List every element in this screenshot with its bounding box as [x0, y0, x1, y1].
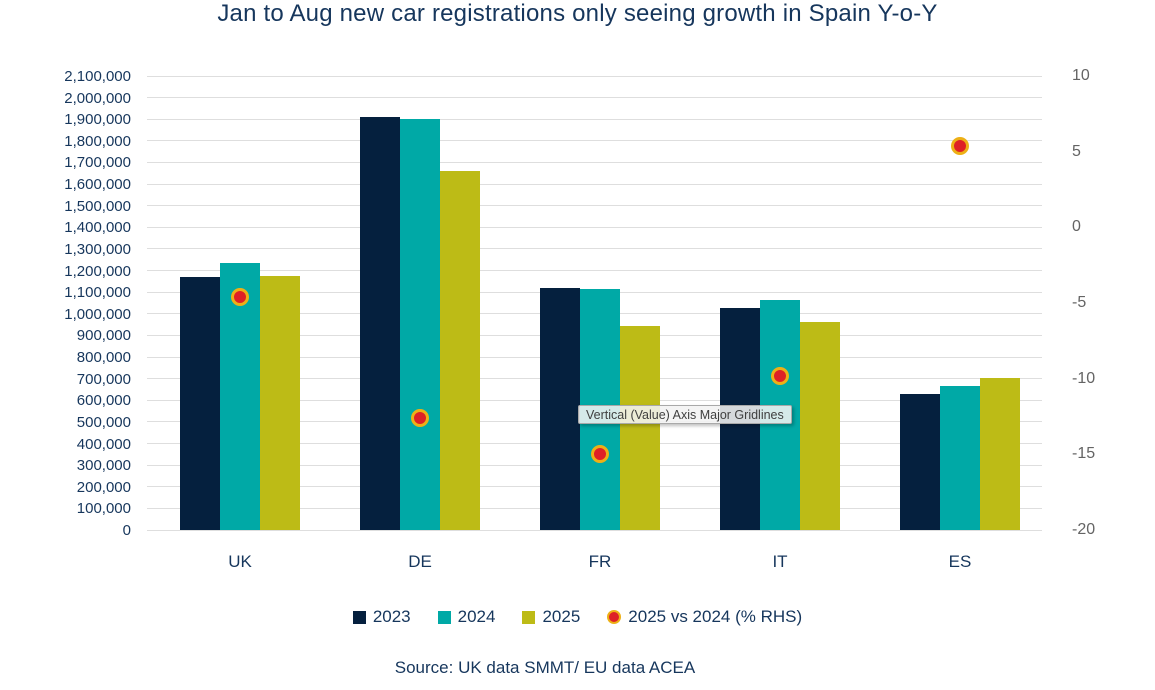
left-axis-tick-label[interactable]: 500,000	[76, 413, 131, 431]
value-axis-major-gridline[interactable]	[147, 183, 1042, 185]
left-axis-tick-label[interactable]: 100,000	[76, 500, 131, 518]
pct-dot-ES[interactable]	[951, 136, 969, 155]
bar-2024-DE[interactable]	[400, 119, 440, 530]
left-axis-tick-label[interactable]: 2,100,000	[64, 68, 131, 85]
bar-2024-UK[interactable]	[220, 263, 260, 530]
value-axis-major-gridline[interactable]	[147, 161, 1042, 163]
legend-label: 2025 vs 2024 (% RHS)	[628, 607, 803, 626]
left-axis-tick-label[interactable]: 600,000	[76, 392, 131, 410]
right-axis-tick-label[interactable]: -20	[1072, 521, 1096, 538]
legend-label: 2023	[372, 607, 411, 626]
value-axis-major-gridline[interactable]	[147, 529, 1042, 531]
right-axis-tick-label[interactable]: -5	[1072, 294, 1087, 311]
bar-2023-FR[interactable]	[540, 287, 580, 530]
right-axis-tick-label[interactable]: 0	[1072, 218, 1081, 236]
category-label-FR[interactable]: FR	[588, 552, 612, 571]
legend-item-2024[interactable]: 2024	[437, 607, 496, 627]
left-axis-tick-label[interactable]: 1,100,000	[64, 284, 131, 302]
legend-square-marker-icon	[352, 610, 366, 624]
left-axis-tick-label[interactable]: 700,000	[76, 370, 131, 388]
left-axis-tick-label[interactable]: 1,200,000	[64, 262, 131, 280]
right-axis-tick-label[interactable]: -10	[1072, 369, 1096, 387]
legend-square-marker-icon	[437, 610, 451, 624]
chart-title[interactable]: Jan to Aug new car registrations only se…	[217, 0, 938, 27]
legend-item-2023[interactable]: 2023	[352, 607, 411, 627]
pct-dot-FR[interactable]	[591, 445, 609, 464]
category-label-IT[interactable]: IT	[772, 552, 788, 571]
value-axis-major-gridline[interactable]	[147, 270, 1042, 272]
bar-2025-UK[interactable]	[260, 275, 300, 530]
left-axis-tick-label[interactable]: 200,000	[76, 478, 131, 496]
left-axis-tick-label[interactable]: 1,400,000	[64, 219, 131, 237]
left-axis-tick-label[interactable]: 1,600,000	[64, 176, 131, 194]
bar-2025-IT[interactable]	[800, 321, 840, 530]
chart-legend[interactable]: 2023 2024 2025 2025 vs 2024 (% RHS)	[0, 604, 1155, 630]
value-axis-major-gridline[interactable]	[147, 97, 1042, 99]
legend-label: 2025	[542, 607, 581, 626]
left-axis-tick-label[interactable]: 2,000,000	[64, 89, 131, 107]
legend-item-2025[interactable]: 2025	[522, 607, 580, 627]
value-axis-major-gridline[interactable]	[147, 248, 1042, 250]
right-axis-tick-label[interactable]: -15	[1072, 445, 1096, 463]
value-axis-major-gridline[interactable]	[147, 140, 1042, 142]
legend-square-marker-icon	[522, 610, 536, 624]
left-axis-tick-label[interactable]: 1,300,000	[64, 240, 131, 258]
right-axis-tick-label[interactable]: 10	[1072, 67, 1090, 84]
bar-2023-ES[interactable]	[900, 393, 940, 530]
category-label-DE[interactable]: DE	[408, 552, 432, 571]
left-axis-tick-label[interactable]: 1,900,000	[64, 111, 131, 129]
bar-2023-DE[interactable]	[360, 117, 400, 530]
legend-dot-marker-icon	[607, 610, 622, 624]
bar-2025-FR[interactable]	[620, 325, 660, 530]
category-label-UK[interactable]: UK	[228, 552, 252, 571]
value-axis-major-gridline[interactable]	[147, 226, 1042, 228]
legend-label: 2024	[457, 607, 496, 626]
hover-tooltip: Vertical (Value) Axis Major Gridlines	[578, 405, 792, 424]
bar-2025-ES[interactable]	[980, 378, 1020, 530]
pct-dot-DE[interactable]	[411, 409, 429, 427]
bar-2023-UK[interactable]	[180, 277, 220, 530]
pct-dot-IT[interactable]	[771, 366, 789, 385]
legend-item-2025-vs-2024-rhs-[interactable]: 2025 vs 2024 (% RHS)	[607, 607, 802, 627]
left-axis-tick-label[interactable]: 0	[122, 522, 131, 539]
pct-dot-UK[interactable]	[231, 287, 249, 306]
left-axis-tick-label[interactable]: 800,000	[76, 349, 131, 367]
value-axis-major-gridline[interactable]	[147, 205, 1042, 207]
left-axis-tick-label[interactable]: 1,500,000	[64, 197, 131, 215]
category-label-ES[interactable]: ES	[948, 552, 972, 571]
bar-2025-DE[interactable]	[440, 171, 480, 530]
value-axis-major-gridline[interactable]	[147, 75, 1042, 77]
right-axis-tick-label[interactable]: 5	[1072, 142, 1081, 160]
source-text: Source: UK data SMMT/ EU data ACEA	[394, 658, 696, 677]
left-axis-tick-label[interactable]: 300,000	[76, 457, 131, 475]
bar-2024-ES[interactable]	[940, 385, 980, 530]
value-axis-major-gridline[interactable]	[147, 118, 1042, 120]
left-axis-tick-label[interactable]: 900,000	[76, 327, 131, 345]
left-axis-tick-label[interactable]: 1,000,000	[64, 305, 131, 323]
left-axis-tick-label[interactable]: 1,800,000	[64, 132, 131, 150]
left-axis-tick-label[interactable]: 1,700,000	[64, 154, 131, 172]
left-axis-tick-label[interactable]: 400,000	[76, 435, 131, 453]
